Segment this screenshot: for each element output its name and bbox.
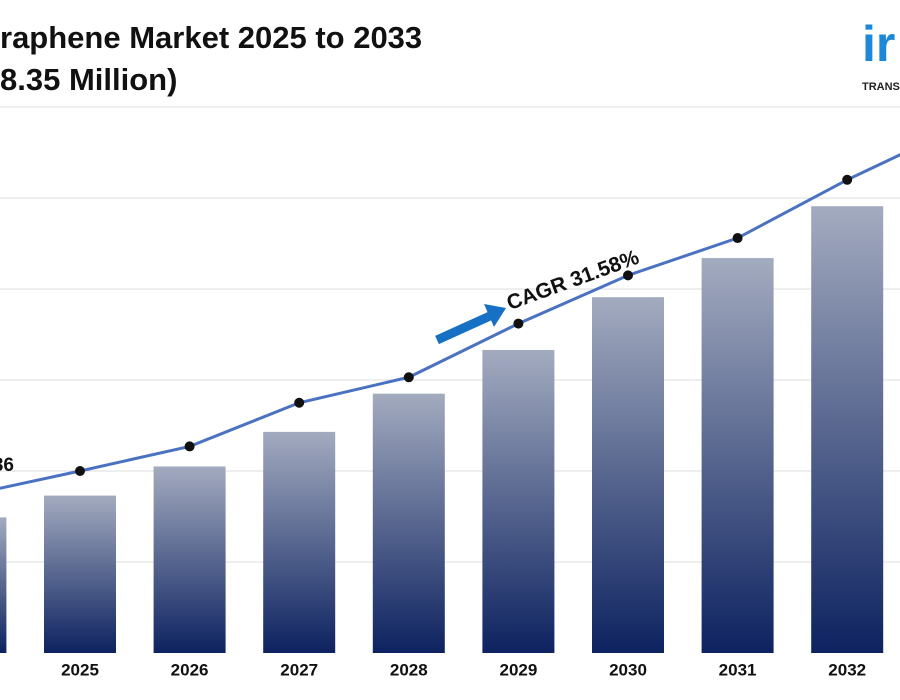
bar	[592, 297, 664, 653]
plot: 2025202620272028202920302031203236CAGR 3…	[0, 106, 900, 679]
x-tick-label: 2028	[390, 660, 428, 679]
x-tick-label: 2029	[499, 660, 537, 679]
bar	[263, 431, 336, 653]
x-tick-label: 2027	[280, 660, 318, 679]
x-tick-label: 2026	[171, 660, 209, 679]
trend-line	[0, 153, 900, 490]
x-tick-label: 2025	[61, 660, 99, 679]
trend-point	[403, 372, 414, 383]
x-tick-label: 2031	[719, 660, 757, 679]
trend-point	[732, 233, 743, 244]
logo-text: TRANS	[862, 81, 900, 93]
arrow-head	[484, 304, 506, 327]
bar	[701, 258, 774, 653]
bar	[153, 466, 226, 653]
chart-title: raphene Market 2025 to 2033	[0, 20, 422, 55]
bar	[811, 206, 884, 653]
x-tick-label: 2032	[828, 660, 866, 679]
trend-point	[184, 441, 195, 452]
chart-subtitle: 8.35 Million)	[0, 62, 177, 97]
trend-point	[513, 318, 524, 329]
bar	[372, 393, 445, 653]
trend-point	[623, 270, 633, 281]
trend-point	[294, 397, 305, 408]
bar	[0, 517, 7, 653]
logo-mark: ir	[862, 16, 895, 72]
trend-point	[842, 174, 853, 185]
x-tick-label: 2030	[609, 660, 647, 679]
start-label: 36	[0, 455, 14, 476]
bar	[44, 495, 116, 653]
trend-point	[75, 466, 85, 476]
bar	[482, 349, 555, 653]
arrow-shaft	[435, 311, 492, 345]
